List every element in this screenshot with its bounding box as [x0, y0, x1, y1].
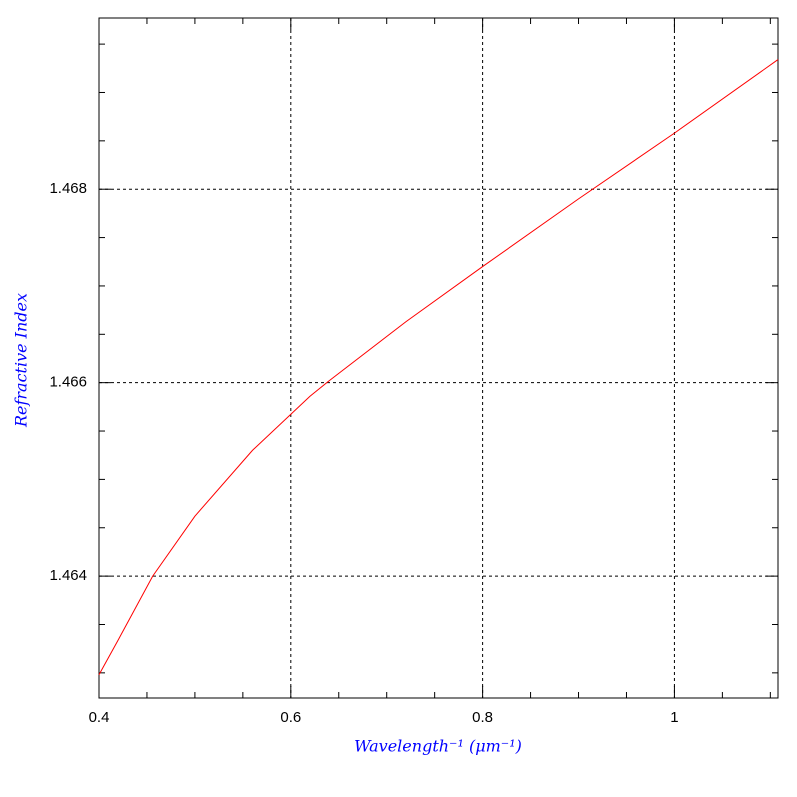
y-axis-label: Refractive Index [12, 293, 31, 428]
x-tick-label: 0.6 [280, 709, 301, 726]
x-tick-label: 1 [670, 709, 678, 726]
plot-frame [98, 17, 779, 699]
y-tick-label: 1.468 [49, 180, 87, 197]
x-axis-label: Wavelength⁻¹ (μm⁻¹) [354, 737, 522, 756]
x-tick-label: 0.4 [89, 709, 110, 726]
y-tick-label: 1.464 [49, 567, 87, 584]
y-tick-label: 1.466 [49, 374, 87, 391]
data-line [98, 59, 779, 676]
x-tick-label: 0.8 [472, 709, 493, 726]
